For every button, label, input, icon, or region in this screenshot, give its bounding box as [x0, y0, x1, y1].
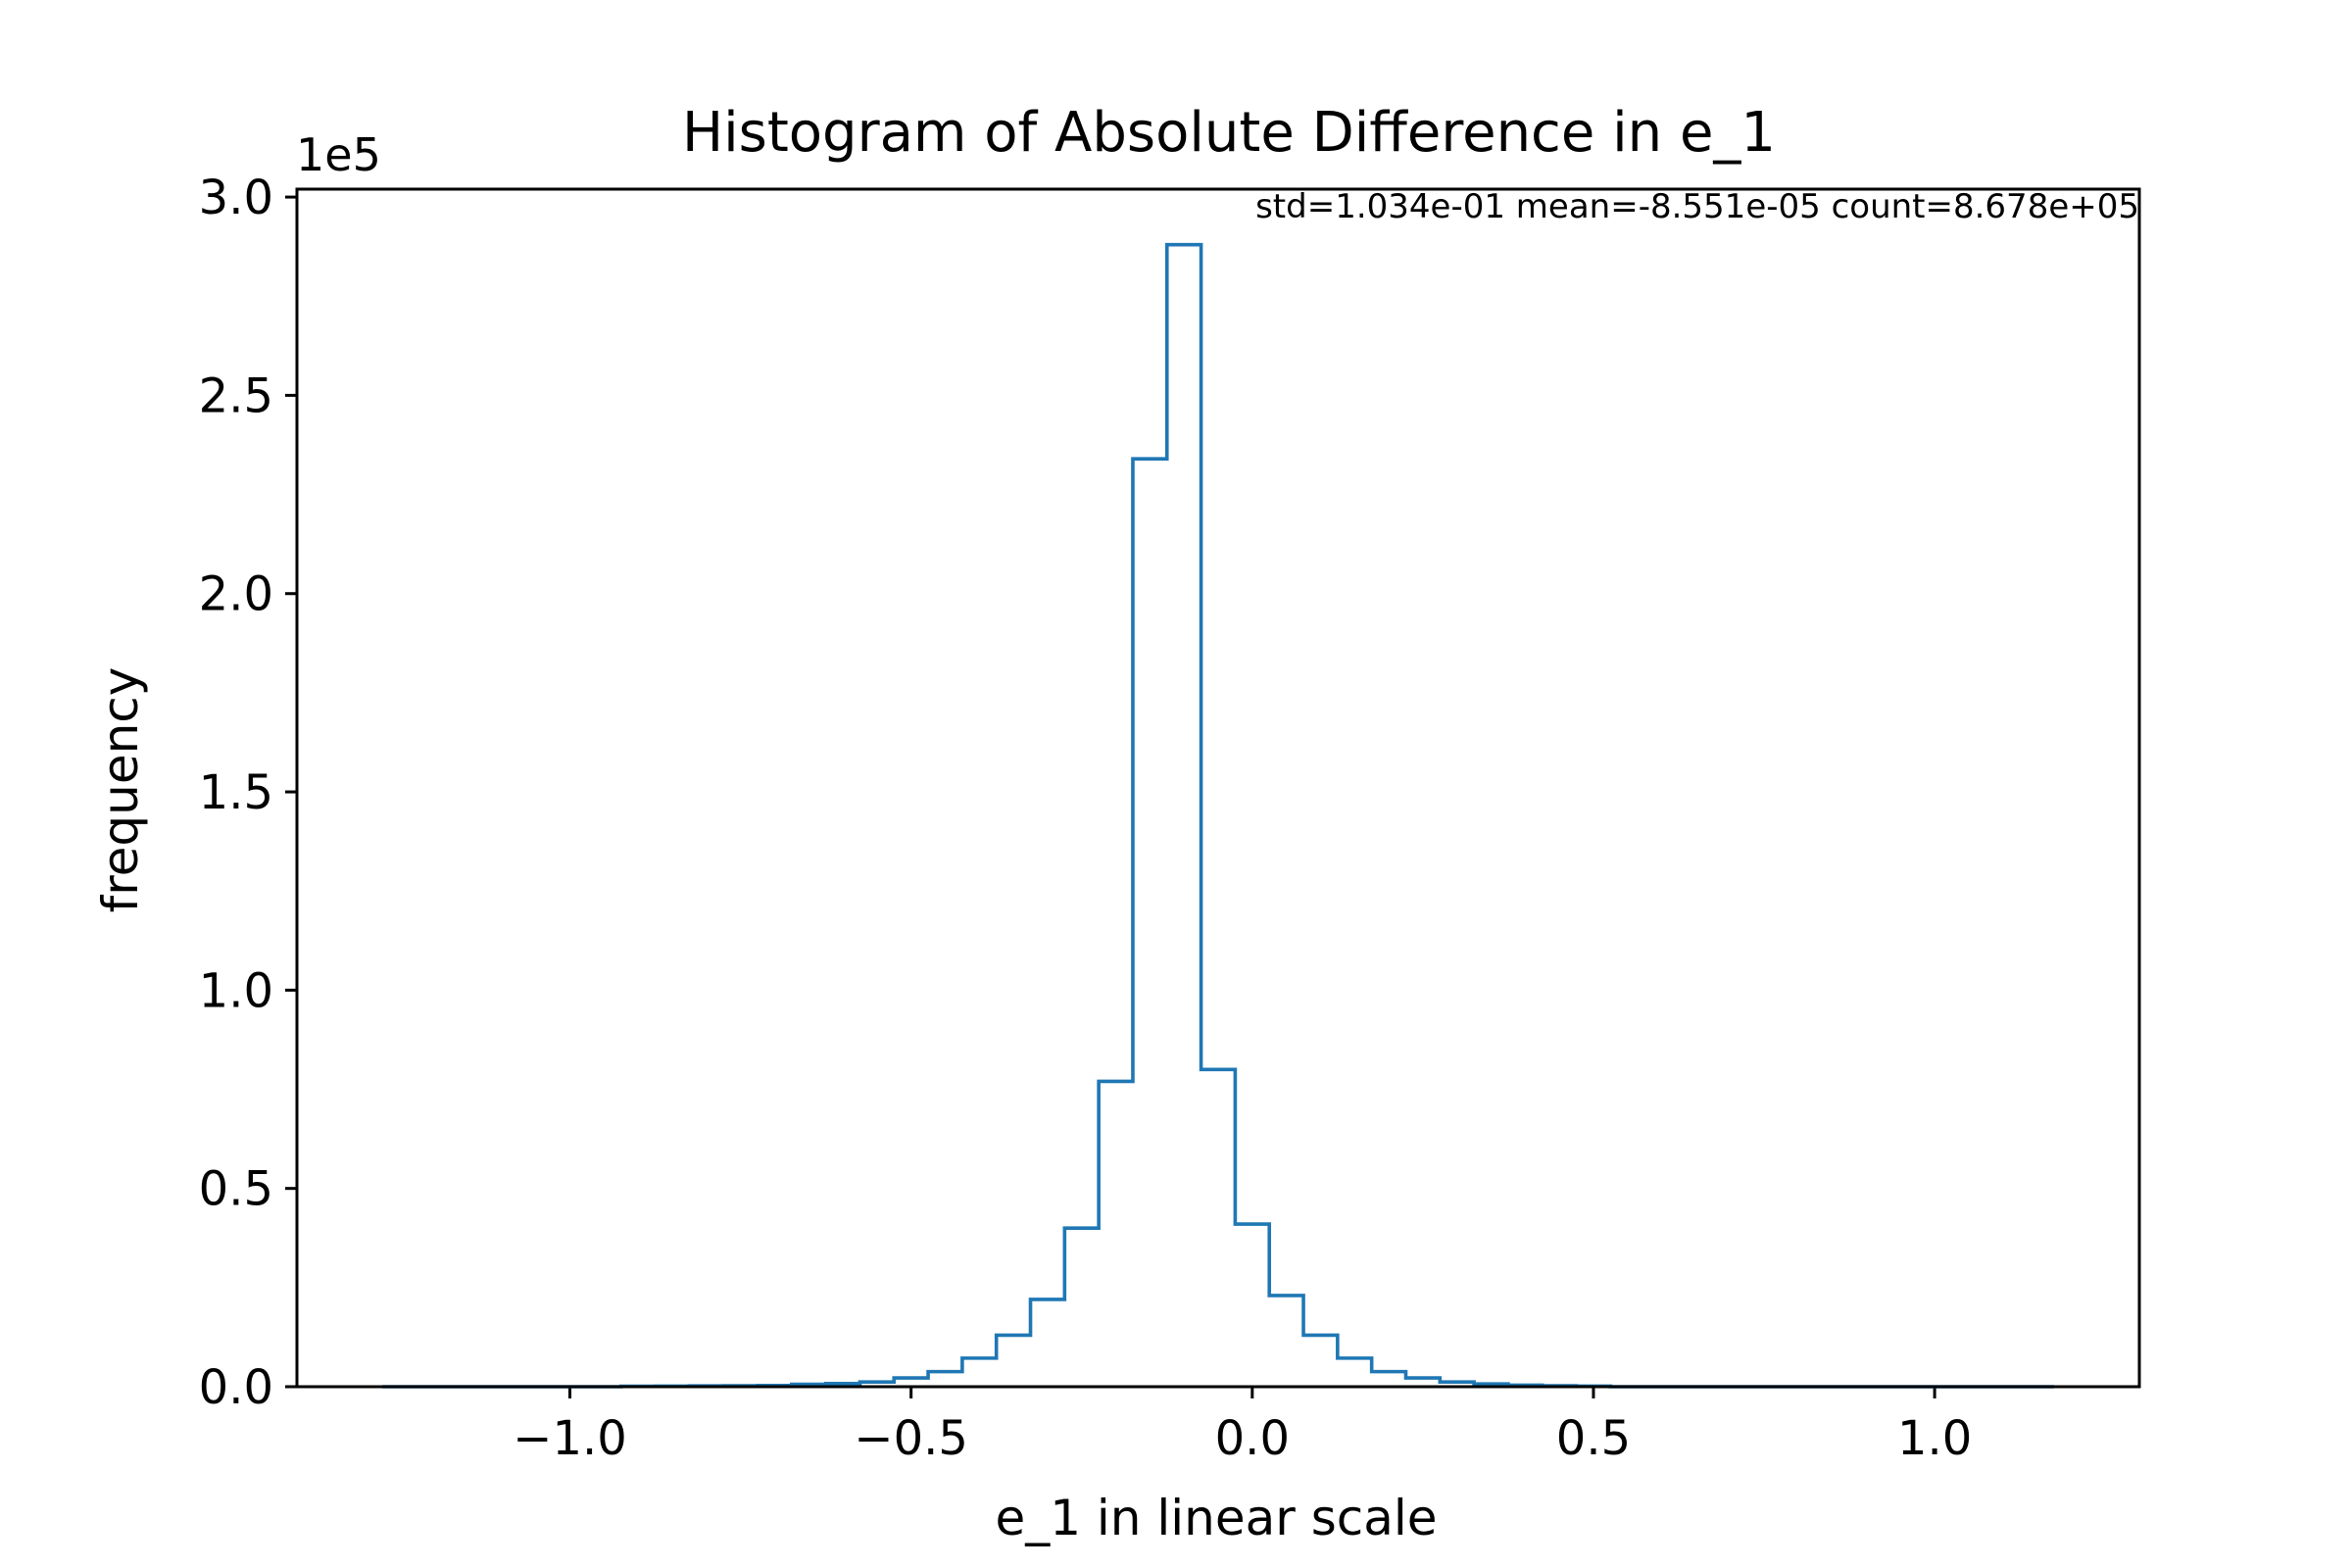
y-tick-label: 0.0: [199, 1360, 273, 1415]
x-tick-label: −1.0: [513, 1411, 627, 1466]
y-axis-label: frequency: [92, 667, 149, 913]
x-tick-label: 1.0: [1897, 1411, 1972, 1466]
chart-title: Histogram of Absolute Difference in e_1: [682, 101, 1776, 165]
histogram-bin: [1031, 1299, 1065, 1387]
stats-annotation: std=1.034e-01 mean=-8.551e-05 count=8.67…: [1255, 187, 2139, 226]
y-tick-label: 2.0: [199, 567, 273, 622]
x-tick-label: 0.0: [1215, 1411, 1290, 1466]
histogram-bin: [928, 1372, 962, 1387]
histogram-bin: [1133, 459, 1167, 1387]
x-axis-ticks: −1.0 −0.5 0.0 0.5 1.0: [513, 1387, 1972, 1466]
histogram-bin: [1099, 1081, 1133, 1387]
histogram-bin: [1167, 245, 1201, 1387]
x-tick-label: −0.5: [854, 1411, 968, 1466]
y-tick-label: 2.5: [199, 368, 273, 423]
y-tick-label: 3.0: [199, 171, 273, 225]
plot-area-frame: [295, 187, 2141, 1389]
histogram-step-outline: [382, 242, 2054, 1389]
y-axis-multiplier-label: 1e5: [296, 128, 381, 181]
y-tick-label: 0.5: [199, 1162, 273, 1217]
histogram-bin: [1235, 1224, 1269, 1387]
histogram-bin: [1303, 1335, 1338, 1387]
y-tick-label: 1.0: [199, 963, 273, 1018]
y-tick-label: 1.5: [199, 765, 273, 820]
histogram-bin: [1269, 1296, 1303, 1387]
histogram-bin: [997, 1335, 1031, 1387]
x-tick-label: 0.5: [1556, 1411, 1631, 1466]
histogram-bin: [1201, 1069, 1236, 1387]
histogram-bin: [1372, 1372, 1406, 1387]
histogram-bin: [1338, 1358, 1372, 1387]
histogram-bin: [962, 1358, 997, 1387]
histogram-bin: [1064, 1228, 1099, 1387]
y-axis-ticks: 0.0 0.5 1.0 1.5 2.0 2.5 3.0: [199, 171, 297, 1415]
x-axis-label: e_1 in linear scale: [995, 1490, 1437, 1546]
histogram-bins: [621, 245, 1611, 1387]
